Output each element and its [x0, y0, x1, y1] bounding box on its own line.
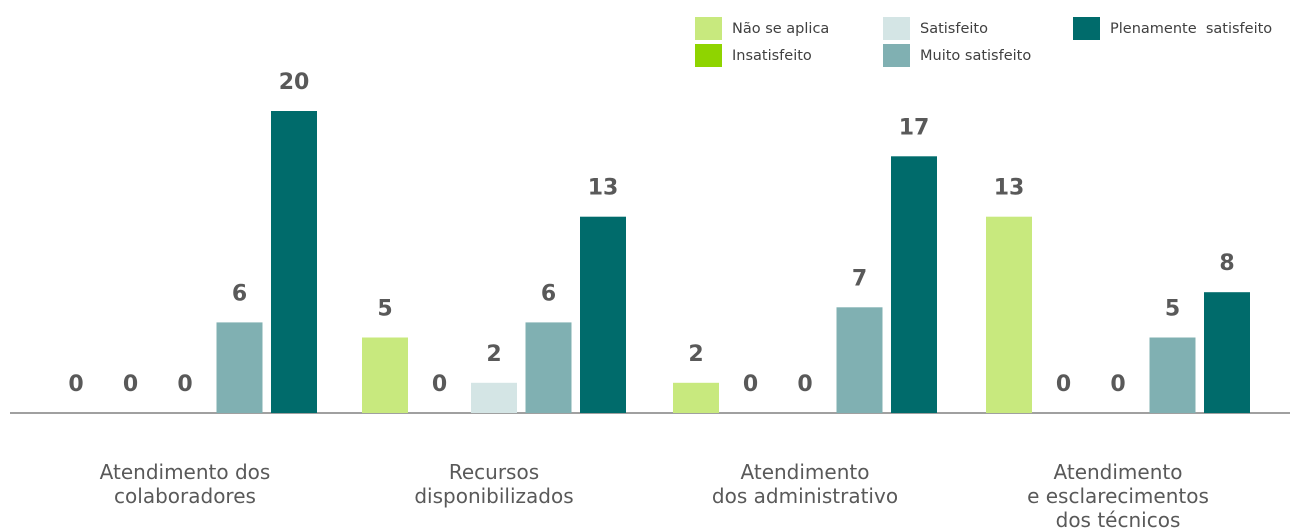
bar [216, 322, 263, 413]
x-tick-line: dos técnicos [1056, 508, 1181, 529]
legend-label: Não se aplica [732, 21, 829, 37]
x-tick-line: e esclarecimentos [1027, 484, 1209, 508]
x-tick-label: Atendimento dos colaboradores [100, 460, 271, 508]
legend-swatch [1073, 17, 1100, 40]
value-label: 0 [743, 372, 758, 397]
value-label: 0 [1056, 372, 1071, 397]
bar [362, 337, 408, 413]
x-tick-label: Recursos disponibilizados [414, 460, 573, 508]
value-label: 0 [1110, 372, 1125, 397]
value-label: 13 [994, 176, 1025, 201]
value-label: 5 [377, 297, 392, 322]
bar [580, 216, 626, 413]
value-label: 5 [1165, 297, 1180, 322]
legend-swatch [695, 17, 722, 40]
value-label: 0 [177, 372, 192, 397]
x-tick-label: Atendimento e esclarecimentos dos técnicos [1027, 460, 1209, 529]
legend-label: Muito satisfeito [920, 48, 1031, 64]
x-tick-line: Atendimento dos [100, 460, 271, 484]
x-tick-line: Atendimento [741, 460, 870, 484]
x-tick-line: disponibilizados [414, 484, 573, 508]
bar [836, 307, 883, 413]
value-label: 7 [852, 266, 867, 291]
x-tick-line: Atendimento [1054, 460, 1183, 484]
value-label: 2 [486, 342, 501, 367]
value-label: 8 [1219, 251, 1234, 276]
legend-label: Satisfeito [920, 21, 988, 37]
value-label: 6 [232, 281, 247, 306]
value-label: 0 [68, 372, 83, 397]
value-label: 20 [279, 70, 310, 95]
value-label: 0 [797, 372, 812, 397]
value-label: 13 [588, 176, 619, 201]
x-tick-line: dos administrativo [712, 484, 898, 508]
legend-swatch [883, 17, 910, 40]
x-tick-line: Recursos [449, 460, 539, 484]
bar [1204, 292, 1250, 413]
legend-swatch [883, 44, 910, 67]
bar [525, 322, 572, 413]
x-tick-line: colaboradores [114, 484, 256, 508]
bar [986, 216, 1032, 413]
bar [891, 156, 937, 414]
legend-label: Plenamente satisfeito [1110, 21, 1272, 37]
bar [1149, 337, 1196, 413]
value-label: 0 [432, 372, 447, 397]
legend-label: Insatisfeito [732, 48, 812, 64]
value-label: 17 [899, 115, 930, 140]
x-tick-label: Atendimento dos administrativo [712, 460, 898, 508]
bar [673, 382, 719, 413]
value-label: 6 [541, 281, 556, 306]
legend-swatch [695, 44, 722, 67]
bar [271, 111, 317, 413]
value-label: 0 [123, 372, 138, 397]
bar [471, 382, 517, 413]
value-label: 2 [688, 342, 703, 367]
